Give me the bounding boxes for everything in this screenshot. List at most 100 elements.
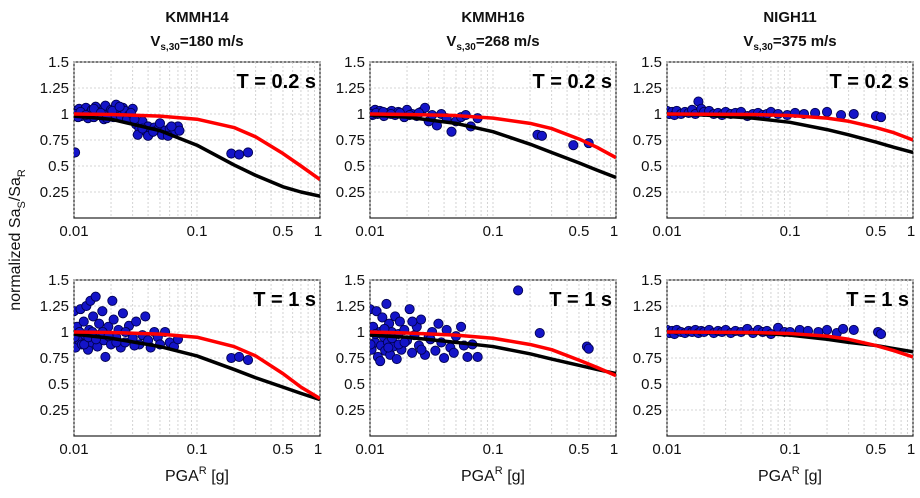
y-tick-label: 0.75 [336,350,365,367]
y-tick-label: 1.5 [344,54,365,71]
data-point [821,106,833,117]
column-title-0: KMMH14 [165,9,229,26]
data-point [90,291,101,302]
black-curve [370,113,616,180]
vs-subscript: s,30 [456,42,476,53]
black-curve [74,114,320,198]
data-point [114,101,125,112]
data-point [108,314,119,325]
data-point [568,140,579,151]
x-label-post: [g] [207,468,229,485]
data-point [446,126,457,137]
data-point [407,347,418,358]
y-tick-label: 0.75 [40,350,69,367]
data-point [583,343,594,354]
y-tick-label: 0.25 [633,184,662,201]
column-vs-label-1: Vs,30=268 m/s [446,33,539,53]
y-tick-label: 1 [357,324,365,341]
x-axis-label: PGAR [g] [165,465,229,485]
y-tick-label: 1.25 [40,80,69,97]
data-point [848,324,859,335]
panel-1: 0.25 0.5 0.75 1 1.25 1.5 0.01 0.1 0.5 1 T = 0.2 s [336,54,618,240]
x-label-pre: PGA [165,468,199,485]
data-point [462,351,473,363]
x-tick-label: 1 [610,223,618,240]
y-tick-label: 1 [357,106,365,123]
x-label-sup: R [792,465,800,477]
x-tick-label: 0.5 [866,441,887,458]
panel-3: 0.25 0.5 0.75 1 1.25 1.5 0.01 0.1 0.5 1 T = 1 s PGA… [40,272,322,485]
data-point [140,311,151,322]
data-point [242,147,254,158]
x-label-post: [g] [503,468,525,485]
vs-value: =375 m/s [773,33,837,50]
panel-5: 0.25 0.5 0.75 1 1.25 1.5 0.01 0.1 0.5 1 T = 1 s PGA… [633,272,915,485]
data-point [107,295,118,306]
y-tick-label: 1.5 [48,272,69,289]
y-tick-label: 1.5 [48,54,69,71]
y-tick-label: 1 [654,324,662,341]
data-point [381,298,392,309]
data-point [876,112,887,123]
red-curve [667,330,913,359]
data-point [415,314,427,325]
x-tick-label: 0.5 [569,441,590,458]
data-point [513,285,524,296]
column-title-2: NIGH11 [763,9,816,26]
y-tick-label: 1.25 [336,298,365,315]
y-tick-label: 0.5 [641,376,662,393]
data-point [876,329,887,340]
data-point [94,318,105,329]
data-point [370,339,376,350]
data-point [433,318,444,329]
data-point [383,342,394,353]
data-point [821,324,833,335]
panel-plot-area [667,96,913,155]
data-point [74,147,81,158]
y-tick-label: 1 [654,106,662,123]
red-curve [370,112,616,160]
y-tick-label: 1.5 [641,272,662,289]
data-point [439,352,450,364]
y-tick-label: 0.75 [633,350,662,367]
x-tick-label: 0.1 [780,223,801,240]
x-tick-label: 0.01 [652,223,681,240]
x-tick-label: 1 [907,441,915,458]
period-annotation: T = 1 s [253,289,316,311]
y-tick-label: 0.25 [40,184,69,201]
data-point [78,316,89,327]
data-point [456,321,467,332]
data-point [430,345,441,356]
x-tick-label: 1 [610,441,618,458]
x-label-sup: R [199,465,207,477]
x-tick-label: 0.01 [59,441,88,458]
data-point [391,353,402,365]
x-axis-label: PGAR [g] [758,465,822,485]
x-tick-label: 0.1 [780,441,801,458]
vs-prefix: V [150,33,160,50]
y-tick-label: 1.5 [344,272,365,289]
data-point [131,316,142,327]
data-point [394,316,405,327]
data-point [375,356,386,367]
data-point [377,312,388,323]
data-point [371,306,382,317]
y-tick-label: 0.25 [633,402,662,419]
vs-subscript: s,30 [160,42,180,53]
y-tick-label: 0.5 [48,158,69,175]
vs-subscript: s,30 [753,42,773,53]
data-point [97,306,108,317]
y-tick-label: 1.25 [336,80,365,97]
data-point [242,355,254,366]
x-tick-label: 0.01 [59,223,88,240]
data-point [399,337,410,348]
red-curve [74,112,320,181]
data-point [534,327,545,339]
y-tick-label: 1.25 [40,298,69,315]
x-tick-label: 0.5 [273,223,294,240]
red-curve [667,112,913,142]
x-tick-label: 0.1 [483,223,504,240]
data-point [234,149,245,160]
